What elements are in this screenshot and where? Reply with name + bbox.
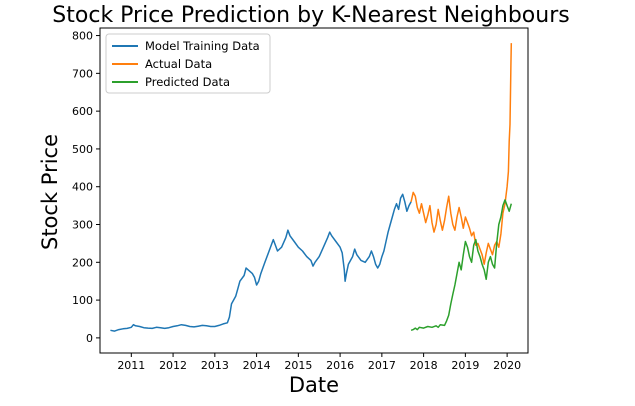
y-tick-label: 100 bbox=[72, 294, 93, 307]
x-tick-label: 2017 bbox=[368, 359, 396, 372]
y-tick-label: 0 bbox=[86, 332, 93, 345]
legend: Model Training Data Actual Data Predicted … bbox=[105, 33, 271, 94]
x-tick-label: 2014 bbox=[243, 359, 271, 372]
x-tick-label: 2011 bbox=[117, 359, 145, 372]
x-tick-label: 2018 bbox=[410, 359, 438, 372]
y-tick-label: 500 bbox=[72, 143, 93, 156]
legend-box bbox=[105, 33, 271, 94]
axes-layer: 2011 2012 2013 2014 2015 2016 2017 2018 2019 2020… bbox=[72, 30, 521, 372]
x-tick-label: 2013 bbox=[201, 359, 229, 372]
series-line-1 bbox=[110, 193, 412, 332]
series-layer bbox=[110, 43, 513, 332]
y-tick-label: 400 bbox=[72, 181, 93, 194]
legend-label-3: Predicted Data bbox=[145, 75, 230, 89]
chart-title: Stock Price Prediction by K-Nearest Neig… bbox=[52, 3, 569, 28]
y-axis-label: Stock Price bbox=[38, 134, 62, 250]
x-axis-label: Date bbox=[289, 373, 339, 397]
series-line-3 bbox=[410, 199, 513, 332]
y-tick-label: 700 bbox=[72, 67, 93, 80]
y-tick-label: 800 bbox=[72, 30, 93, 43]
legend-label-1: Model Training Data bbox=[145, 39, 260, 53]
x-tick-label: 2015 bbox=[284, 359, 312, 372]
y-tick-label: 600 bbox=[72, 105, 93, 118]
y-tick-label: 300 bbox=[72, 219, 93, 232]
legend-label-2: Actual Data bbox=[145, 57, 212, 71]
x-tick-label: 2012 bbox=[159, 359, 187, 372]
x-tick-label: 2020 bbox=[493, 359, 521, 372]
x-tick-label: 2019 bbox=[451, 359, 479, 372]
series-line-2 bbox=[410, 43, 513, 265]
y-tick-label: 200 bbox=[72, 256, 93, 269]
x-tick-label: 2016 bbox=[326, 359, 354, 372]
